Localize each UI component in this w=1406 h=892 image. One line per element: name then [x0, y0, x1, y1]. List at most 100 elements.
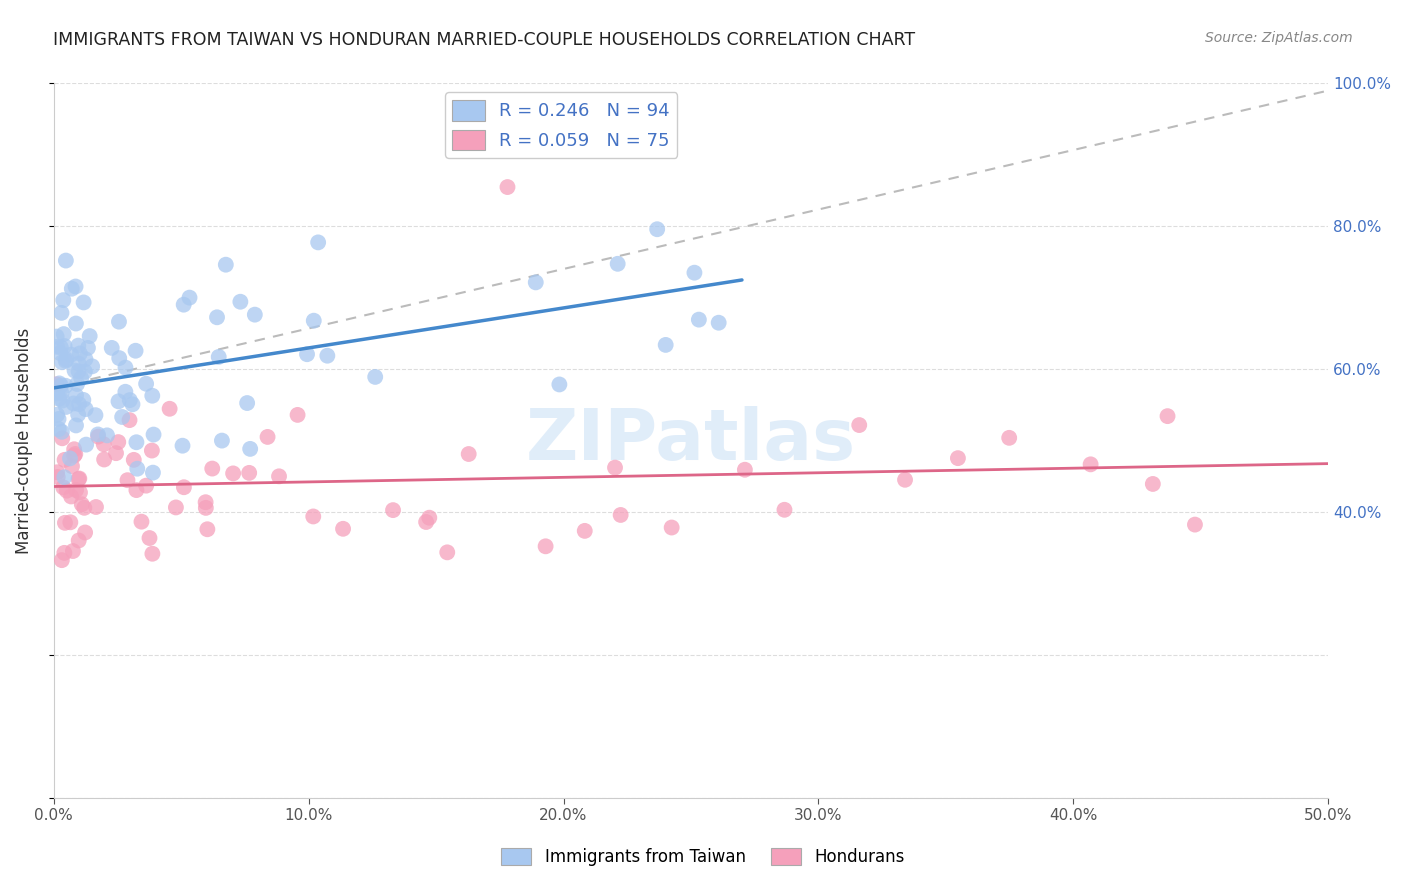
Point — [208, 350, 231, 364]
Point — [53, 470, 76, 484]
Point — [65, 279, 87, 293]
Point — [67, 364, 90, 378]
Point — [72, 392, 94, 407]
Point — [173, 480, 195, 494]
Point — [238, 466, 260, 480]
Point — [67, 472, 90, 486]
Point — [51, 553, 73, 567]
Point — [79, 329, 101, 343]
Point — [93, 437, 115, 451]
Point — [65, 483, 87, 497]
Point — [848, 418, 870, 433]
Point — [654, 338, 676, 352]
Point — [415, 515, 437, 529]
Point — [125, 435, 148, 450]
Point — [53, 453, 76, 467]
Point — [52, 293, 75, 307]
Point — [894, 473, 917, 487]
Point — [114, 360, 136, 375]
Point — [236, 396, 259, 410]
Point — [65, 447, 87, 461]
Point — [108, 351, 131, 365]
Point — [49, 340, 72, 354]
Point — [131, 515, 153, 529]
Point — [93, 452, 115, 467]
Point — [382, 503, 405, 517]
Point — [1156, 409, 1178, 424]
Point — [141, 547, 163, 561]
Point — [51, 425, 73, 439]
Point — [49, 378, 72, 392]
Point — [66, 376, 89, 391]
Point — [60, 459, 83, 474]
Point — [222, 467, 245, 481]
Legend: Immigrants from Taiwan, Hondurans: Immigrants from Taiwan, Hondurans — [495, 841, 911, 873]
Point — [69, 346, 91, 360]
Point — [606, 257, 628, 271]
Point — [52, 480, 75, 494]
Point — [59, 516, 82, 530]
Point — [87, 429, 110, 443]
Point — [609, 508, 631, 522]
Point — [734, 463, 756, 477]
Point — [179, 291, 201, 305]
Text: ZIPatlas: ZIPatlas — [526, 406, 856, 475]
Point — [87, 427, 110, 442]
Point — [773, 503, 796, 517]
Point — [70, 371, 93, 385]
Point — [96, 428, 118, 442]
Point — [287, 408, 309, 422]
Point — [105, 446, 128, 460]
Point — [307, 235, 329, 250]
Point — [70, 497, 93, 511]
Point — [122, 453, 145, 467]
Point — [46, 340, 69, 354]
Point — [172, 439, 194, 453]
Point — [59, 451, 82, 466]
Point — [65, 418, 87, 433]
Point — [82, 359, 104, 374]
Point — [603, 460, 626, 475]
Point — [75, 437, 97, 451]
Point — [60, 348, 83, 362]
Point — [1142, 477, 1164, 491]
Point — [75, 352, 97, 367]
Point — [63, 442, 86, 457]
Point — [111, 409, 134, 424]
Point — [124, 343, 146, 358]
Point — [159, 401, 181, 416]
Point — [46, 408, 69, 422]
Point — [65, 388, 87, 402]
Point — [46, 386, 69, 401]
Point — [302, 314, 325, 328]
Y-axis label: Married-couple Households: Married-couple Households — [15, 327, 32, 554]
Point — [243, 308, 266, 322]
Point — [67, 471, 90, 485]
Point — [548, 377, 571, 392]
Point — [295, 347, 318, 361]
Point — [332, 522, 354, 536]
Point — [46, 465, 69, 479]
Point — [457, 447, 479, 461]
Point — [661, 520, 683, 534]
Point — [45, 377, 67, 392]
Point — [51, 306, 73, 320]
Point — [215, 258, 238, 272]
Point — [55, 352, 77, 367]
Point — [195, 522, 218, 536]
Text: Source: ZipAtlas.com: Source: ZipAtlas.com — [1205, 31, 1353, 45]
Point — [135, 478, 157, 492]
Point — [118, 413, 141, 427]
Point — [707, 316, 730, 330]
Point — [205, 310, 228, 325]
Point — [69, 485, 91, 500]
Point — [125, 483, 148, 497]
Point — [998, 431, 1021, 445]
Point — [53, 546, 76, 560]
Point — [75, 402, 97, 417]
Point — [239, 442, 262, 456]
Point — [118, 393, 141, 408]
Point — [364, 370, 387, 384]
Point — [688, 312, 710, 326]
Point — [55, 378, 77, 392]
